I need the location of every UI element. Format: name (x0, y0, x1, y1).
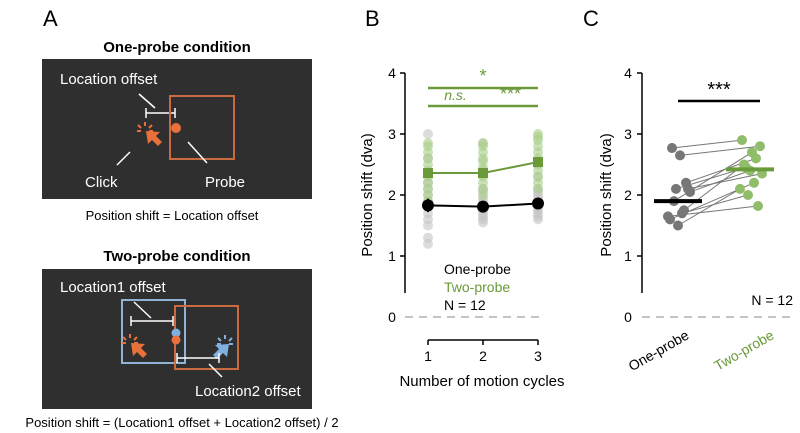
two-probe-subject-point (423, 138, 433, 149)
one-probe-subject-point (423, 129, 433, 139)
two-probe-subject-point (739, 159, 749, 170)
legend-two-probe: Two-probe (444, 279, 510, 295)
location2-offset-label: Location2 offset (195, 383, 301, 400)
two-probe-subject-point (735, 183, 745, 194)
y-tick-label: 3 (388, 126, 396, 142)
two-probe-formula: Position shift = (Location1 offset + Loc… (25, 415, 338, 430)
two-probe-mean-marker (423, 168, 433, 179)
x-tick-label: 3 (534, 348, 542, 364)
probe-pointer (187, 141, 208, 164)
one-probe-subject-point (677, 208, 687, 219)
offset1-pointer (133, 301, 152, 319)
two-probe-mean-marker (533, 157, 543, 168)
panel-a-letter: A (43, 6, 58, 31)
y-tick-label: 2 (388, 187, 396, 203)
y-tick-label: 3 (624, 126, 632, 142)
significance-label: n.s. (444, 87, 467, 103)
y-axis-label: Position shift (dva) (598, 133, 615, 256)
one-probe-subject-point (663, 211, 673, 222)
category-label-two-probe: Two-probe (711, 327, 776, 374)
significance-label: * (479, 66, 486, 86)
x-tick-label: 1 (424, 348, 432, 364)
probe-dot (171, 123, 181, 133)
y-tick-label: 0 (624, 309, 632, 325)
legend-one-probe: One-probe (444, 261, 511, 277)
y-tick-label: 2 (624, 187, 632, 203)
y-tick-label: 4 (388, 65, 396, 81)
click-pointer (116, 151, 131, 166)
significance-label: *** (707, 79, 731, 101)
pair-connector (679, 145, 761, 156)
offset2-pointer (208, 363, 223, 378)
y-tick-label: 0 (388, 309, 396, 325)
one-probe-subject-point (423, 232, 433, 243)
probe1-region-box (121, 299, 186, 364)
x-axis-label: Number of motion cycles (399, 373, 564, 390)
y-tick-label: 1 (624, 248, 632, 264)
click1-cursor-icon (121, 333, 147, 358)
significance-label: *** (500, 84, 521, 104)
location-offset-label: Location offset (60, 71, 158, 88)
probe2-dot (171, 335, 181, 345)
offset2-bracket (176, 353, 220, 363)
two-probe-subject-point (753, 200, 763, 211)
probe-region-box (169, 95, 235, 160)
panel-b-letter: B (365, 6, 380, 31)
n-label: N = 12 (751, 292, 793, 308)
probe-label: Probe (205, 174, 245, 191)
legend-n: N = 12 (444, 297, 486, 313)
panel-b-chart: B 0 1 2 3 4 1 2 3 Number of motion cycles Positio… (359, 6, 565, 390)
y-tick-label: 1 (388, 248, 396, 264)
one-probe-mean-marker (532, 197, 544, 210)
pair-connector (681, 194, 749, 214)
pair-connector (687, 173, 763, 190)
probe1-dot (171, 328, 181, 338)
click-cursor-icon (136, 121, 162, 146)
one-probe-subject-point (675, 150, 685, 161)
click2-cursor-icon (213, 334, 234, 359)
location1-offset-label: Location1 offset (60, 279, 166, 296)
x-tick-label: 2 (479, 348, 487, 364)
y-tick-label: 4 (624, 65, 632, 81)
two-probe-subject-point (743, 190, 753, 200)
one-probe-mean-marker (422, 199, 434, 212)
two-probe-subject-point (478, 138, 488, 149)
offset1-bracket (130, 316, 174, 326)
panel-c-letter: C (583, 6, 599, 31)
two-probe-subject-point (749, 177, 759, 188)
panel-c-chart: C 0 1 2 3 4 Position shift (dva) *** N = 12 One-… (583, 6, 795, 374)
two-probe-subject-point (737, 135, 747, 146)
one-probe-subject-point (673, 220, 683, 231)
two-probe-title: Two-probe condition (103, 248, 250, 265)
one-probe-title: One-probe condition (103, 39, 251, 56)
click-label: Click (85, 174, 118, 191)
one-probe-subject-point (685, 186, 695, 197)
two-probe-subject-point (533, 129, 543, 139)
two-probe-subject-point (747, 147, 757, 158)
one-probe-formula: Position shift = Location offset (86, 208, 259, 223)
two-probe-mean-marker (478, 168, 488, 179)
pair-connector (671, 139, 743, 149)
pair-connector (677, 188, 741, 226)
one-probe-mean-marker (477, 200, 489, 213)
one-probe-subject-point (667, 143, 677, 154)
y-axis-label: Position shift (dva) (359, 133, 376, 256)
offset-pointer (138, 93, 156, 109)
panel-a: A One-probe condition Location offset Cl… (25, 6, 338, 430)
pair-connector (689, 170, 751, 193)
one-probe-subject-point (671, 183, 681, 194)
category-label-one-probe: One-probe (626, 327, 692, 374)
two-probe-subject-point (755, 141, 765, 152)
